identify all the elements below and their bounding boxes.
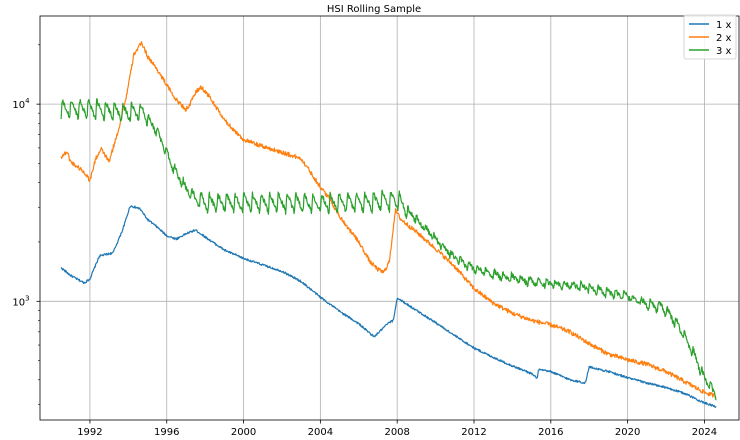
series-line-2 bbox=[60, 41, 717, 399]
y-tick-label: 104 bbox=[12, 97, 30, 111]
series-line-3 bbox=[60, 98, 717, 401]
x-tick-label: 2020 bbox=[615, 427, 640, 438]
legend: 1 x 2 x 3 x bbox=[683, 14, 737, 60]
x-tick-label: 1992 bbox=[77, 427, 102, 438]
legend-label-1: 1 x bbox=[716, 20, 732, 31]
x-tick-label: 2004 bbox=[308, 427, 333, 438]
y-axis: 103 104 bbox=[12, 44, 40, 405]
x-tick-label: 2024 bbox=[692, 427, 717, 438]
y-tick-label: 103 bbox=[12, 294, 29, 308]
legend-label-3: 3 x bbox=[716, 46, 732, 57]
x-axis: 1992 1996 2000 2004 2008 2012 2016 2020 2024 bbox=[77, 420, 717, 438]
grid bbox=[40, 16, 739, 420]
x-tick-label: 2000 bbox=[231, 427, 256, 438]
x-tick-label: 1996 bbox=[154, 427, 179, 438]
series-line-1 bbox=[60, 205, 717, 408]
legend-items: 1 x 2 x 3 x bbox=[689, 20, 732, 57]
series-lines bbox=[60, 41, 717, 408]
plot-area-frame bbox=[39, 15, 740, 421]
chart-title: HSI Rolling Sample bbox=[327, 4, 421, 15]
legend-box bbox=[683, 14, 737, 60]
x-tick-label: 2016 bbox=[538, 427, 563, 438]
legend-label-2: 2 x bbox=[716, 33, 732, 44]
x-tick-label: 2012 bbox=[461, 427, 486, 438]
x-tick-label: 2008 bbox=[384, 427, 409, 438]
